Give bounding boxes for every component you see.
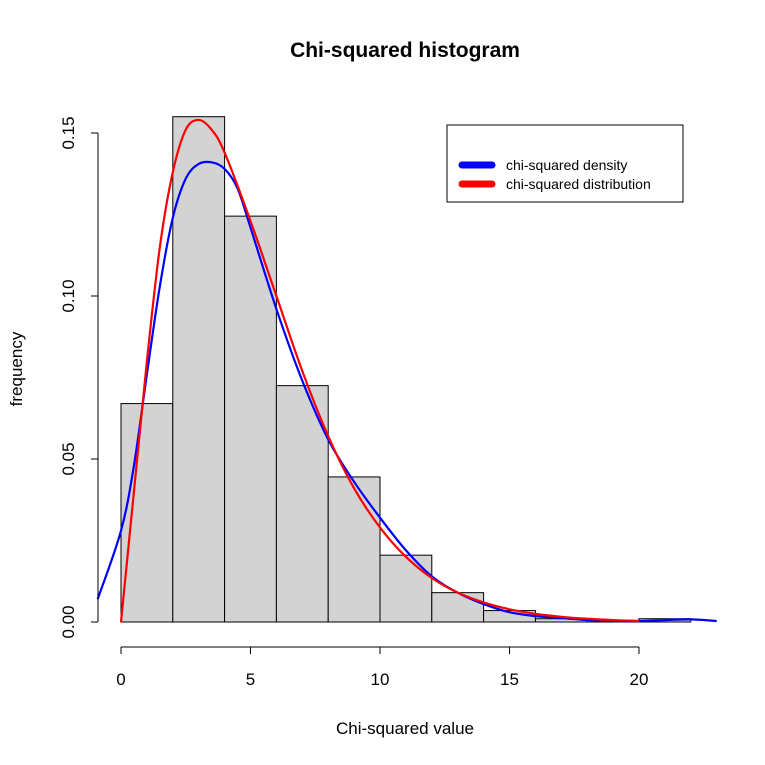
x-axis-label: Chi-squared value: [336, 719, 474, 738]
density-curve: [96, 160, 717, 623]
histogram-bar: [379, 554, 433, 623]
histogram-bars: [120, 116, 692, 623]
y-axis: 0.00 0.05 0.10 0.15: [59, 116, 99, 639]
x-tick-label: 5: [246, 670, 255, 689]
legend: chi-squared density chi-squared distribu…: [446, 124, 684, 203]
y-tick-label: 0.15: [59, 116, 78, 149]
curves: [96, 118, 717, 623]
y-tick-label: 0.00: [59, 605, 78, 638]
x-tick-label: 10: [371, 670, 390, 689]
histogram-bar: [224, 215, 277, 623]
x-tick-label: 0: [116, 670, 125, 689]
chart-title: Chi-squared histogram: [290, 39, 520, 62]
histogram-bar: [172, 116, 226, 623]
histogram-bar: [275, 385, 329, 623]
x-tick-label: 15: [500, 670, 519, 689]
histogram-bar: [431, 592, 485, 623]
y-tick-label: 0.10: [59, 279, 78, 312]
y-axis-label: frequency: [7, 331, 26, 406]
x-axis: 0 5 10 15 20: [116, 646, 649, 689]
histogram-bar: [120, 403, 174, 623]
y-tick-label: 0.05: [59, 442, 78, 475]
legend-label-density: chi-squared density: [506, 157, 627, 173]
distribution-curve: [119, 118, 640, 623]
histogram-bar: [327, 476, 381, 623]
legend-label-distribution: chi-squared distribution: [506, 176, 651, 192]
x-tick-label: 20: [630, 670, 649, 689]
